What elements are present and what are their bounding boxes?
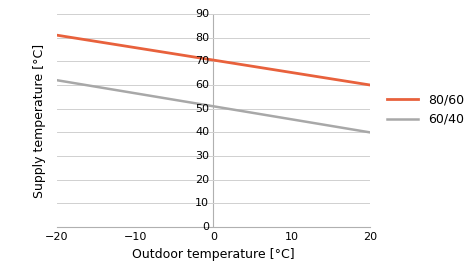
- Text: 50: 50: [195, 104, 209, 114]
- Text: 0: 0: [202, 222, 209, 232]
- Text: 30: 30: [195, 151, 209, 161]
- Text: 90: 90: [195, 9, 209, 19]
- X-axis label: Outdoor temperature [°C]: Outdoor temperature [°C]: [132, 248, 295, 261]
- Text: 80: 80: [195, 33, 209, 43]
- Text: 10: 10: [195, 198, 209, 208]
- Text: 40: 40: [195, 127, 209, 137]
- Legend: 80/60, 60/40: 80/60, 60/40: [382, 89, 470, 131]
- Text: 70: 70: [195, 56, 209, 66]
- Y-axis label: Supply temperature [°C]: Supply temperature [°C]: [34, 43, 46, 198]
- Text: 20: 20: [195, 175, 209, 185]
- Text: 60: 60: [195, 80, 209, 90]
